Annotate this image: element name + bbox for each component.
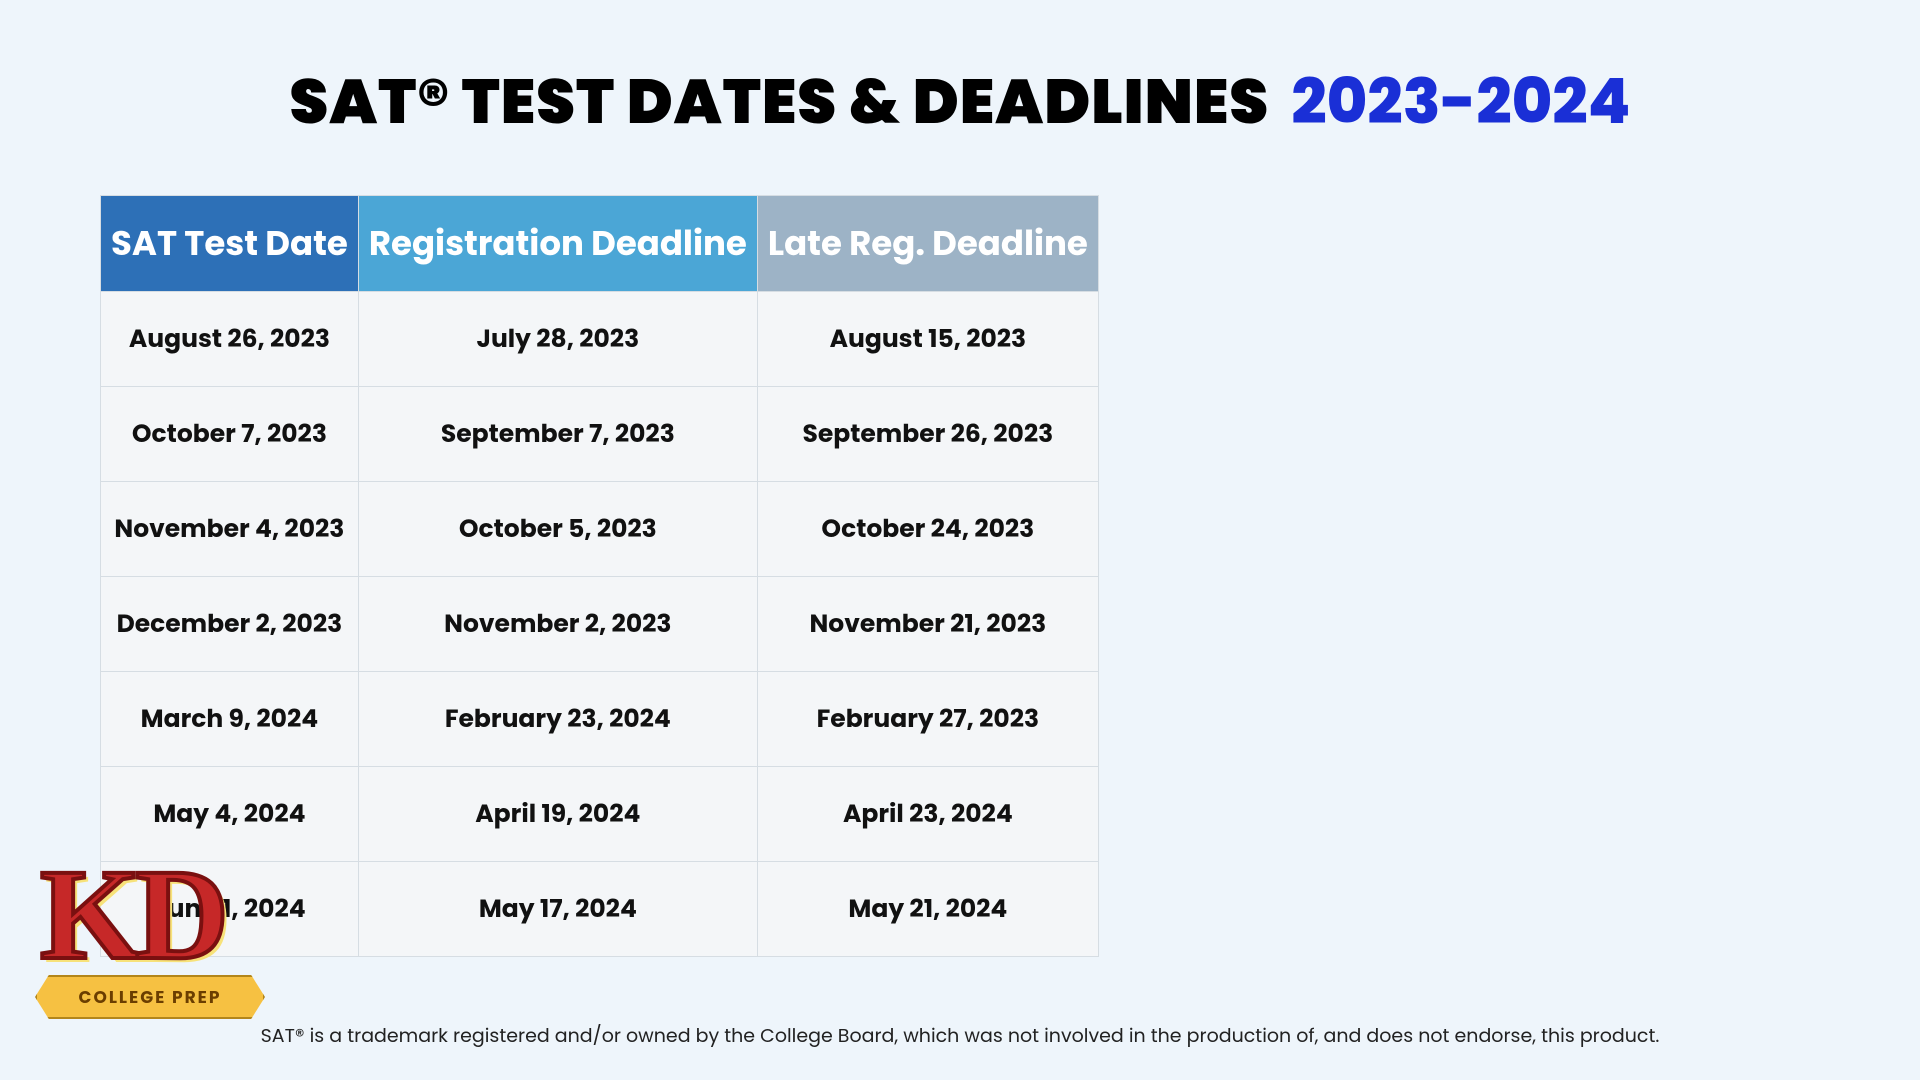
- cell-reg: April 19, 2024: [358, 767, 757, 862]
- cell-reg: November 2, 2023: [358, 577, 757, 672]
- table-row: December 2, 2023 November 2, 2023 Novemb…: [101, 577, 1099, 672]
- cell-late: April 23, 2024: [757, 767, 1098, 862]
- col-header-test-date: SAT Test Date: [101, 196, 359, 292]
- cell-reg: May 17, 2024: [358, 862, 757, 957]
- logo-banner: COLLEGE PREP: [35, 975, 265, 1019]
- title-main: SAT® TEST DATES & DEADLINES: [289, 58, 1269, 145]
- cell-late: October 24, 2023: [757, 482, 1098, 577]
- cell-test-date: December 2, 2023: [101, 577, 359, 672]
- page-title: SAT® TEST DATES & DEADLINES 2023-2024: [0, 55, 1920, 148]
- cell-late: May 21, 2024: [757, 862, 1098, 957]
- cell-reg: February 23, 2024: [358, 672, 757, 767]
- title-year: 2023-2024: [1291, 58, 1630, 145]
- cell-reg: July 28, 2023: [358, 292, 757, 387]
- cell-late: February 27, 2023: [757, 672, 1098, 767]
- cell-late: September 26, 2023: [757, 387, 1098, 482]
- cell-late: November 21, 2023: [757, 577, 1098, 672]
- cell-reg: October 5, 2023: [358, 482, 757, 577]
- disclaimer: SAT® is a trademark registered and/or ow…: [0, 1021, 1920, 1050]
- dates-table-body: August 26, 2023 July 28, 2023 August 15,…: [101, 292, 1099, 957]
- cell-late: August 15, 2023: [757, 292, 1098, 387]
- cell-test-date: August 26, 2023: [101, 292, 359, 387]
- cell-reg: September 7, 2023: [358, 387, 757, 482]
- cell-test-date: November 4, 2023: [101, 482, 359, 577]
- logo-letter-d: D: [135, 840, 229, 990]
- dates-table: SAT Test Date Registration Deadline Late…: [100, 195, 1099, 957]
- table-row: November 4, 2023 October 5, 2023 October…: [101, 482, 1099, 577]
- col-header-late-deadline: Late Reg. Deadline: [757, 196, 1098, 292]
- table-row: May 4, 2024 April 19, 2024 April 23, 202…: [101, 767, 1099, 862]
- col-header-reg-deadline: Registration Deadline: [358, 196, 757, 292]
- logo-letter-k: K: [40, 840, 141, 990]
- table-row: October 7, 2023 September 7, 2023 Septem…: [101, 387, 1099, 482]
- table-row: March 9, 2024 February 23, 2024 February…: [101, 672, 1099, 767]
- table-row: August 26, 2023 July 28, 2023 August 15,…: [101, 292, 1099, 387]
- cell-test-date: March 9, 2024: [101, 672, 359, 767]
- cell-test-date: October 7, 2023: [101, 387, 359, 482]
